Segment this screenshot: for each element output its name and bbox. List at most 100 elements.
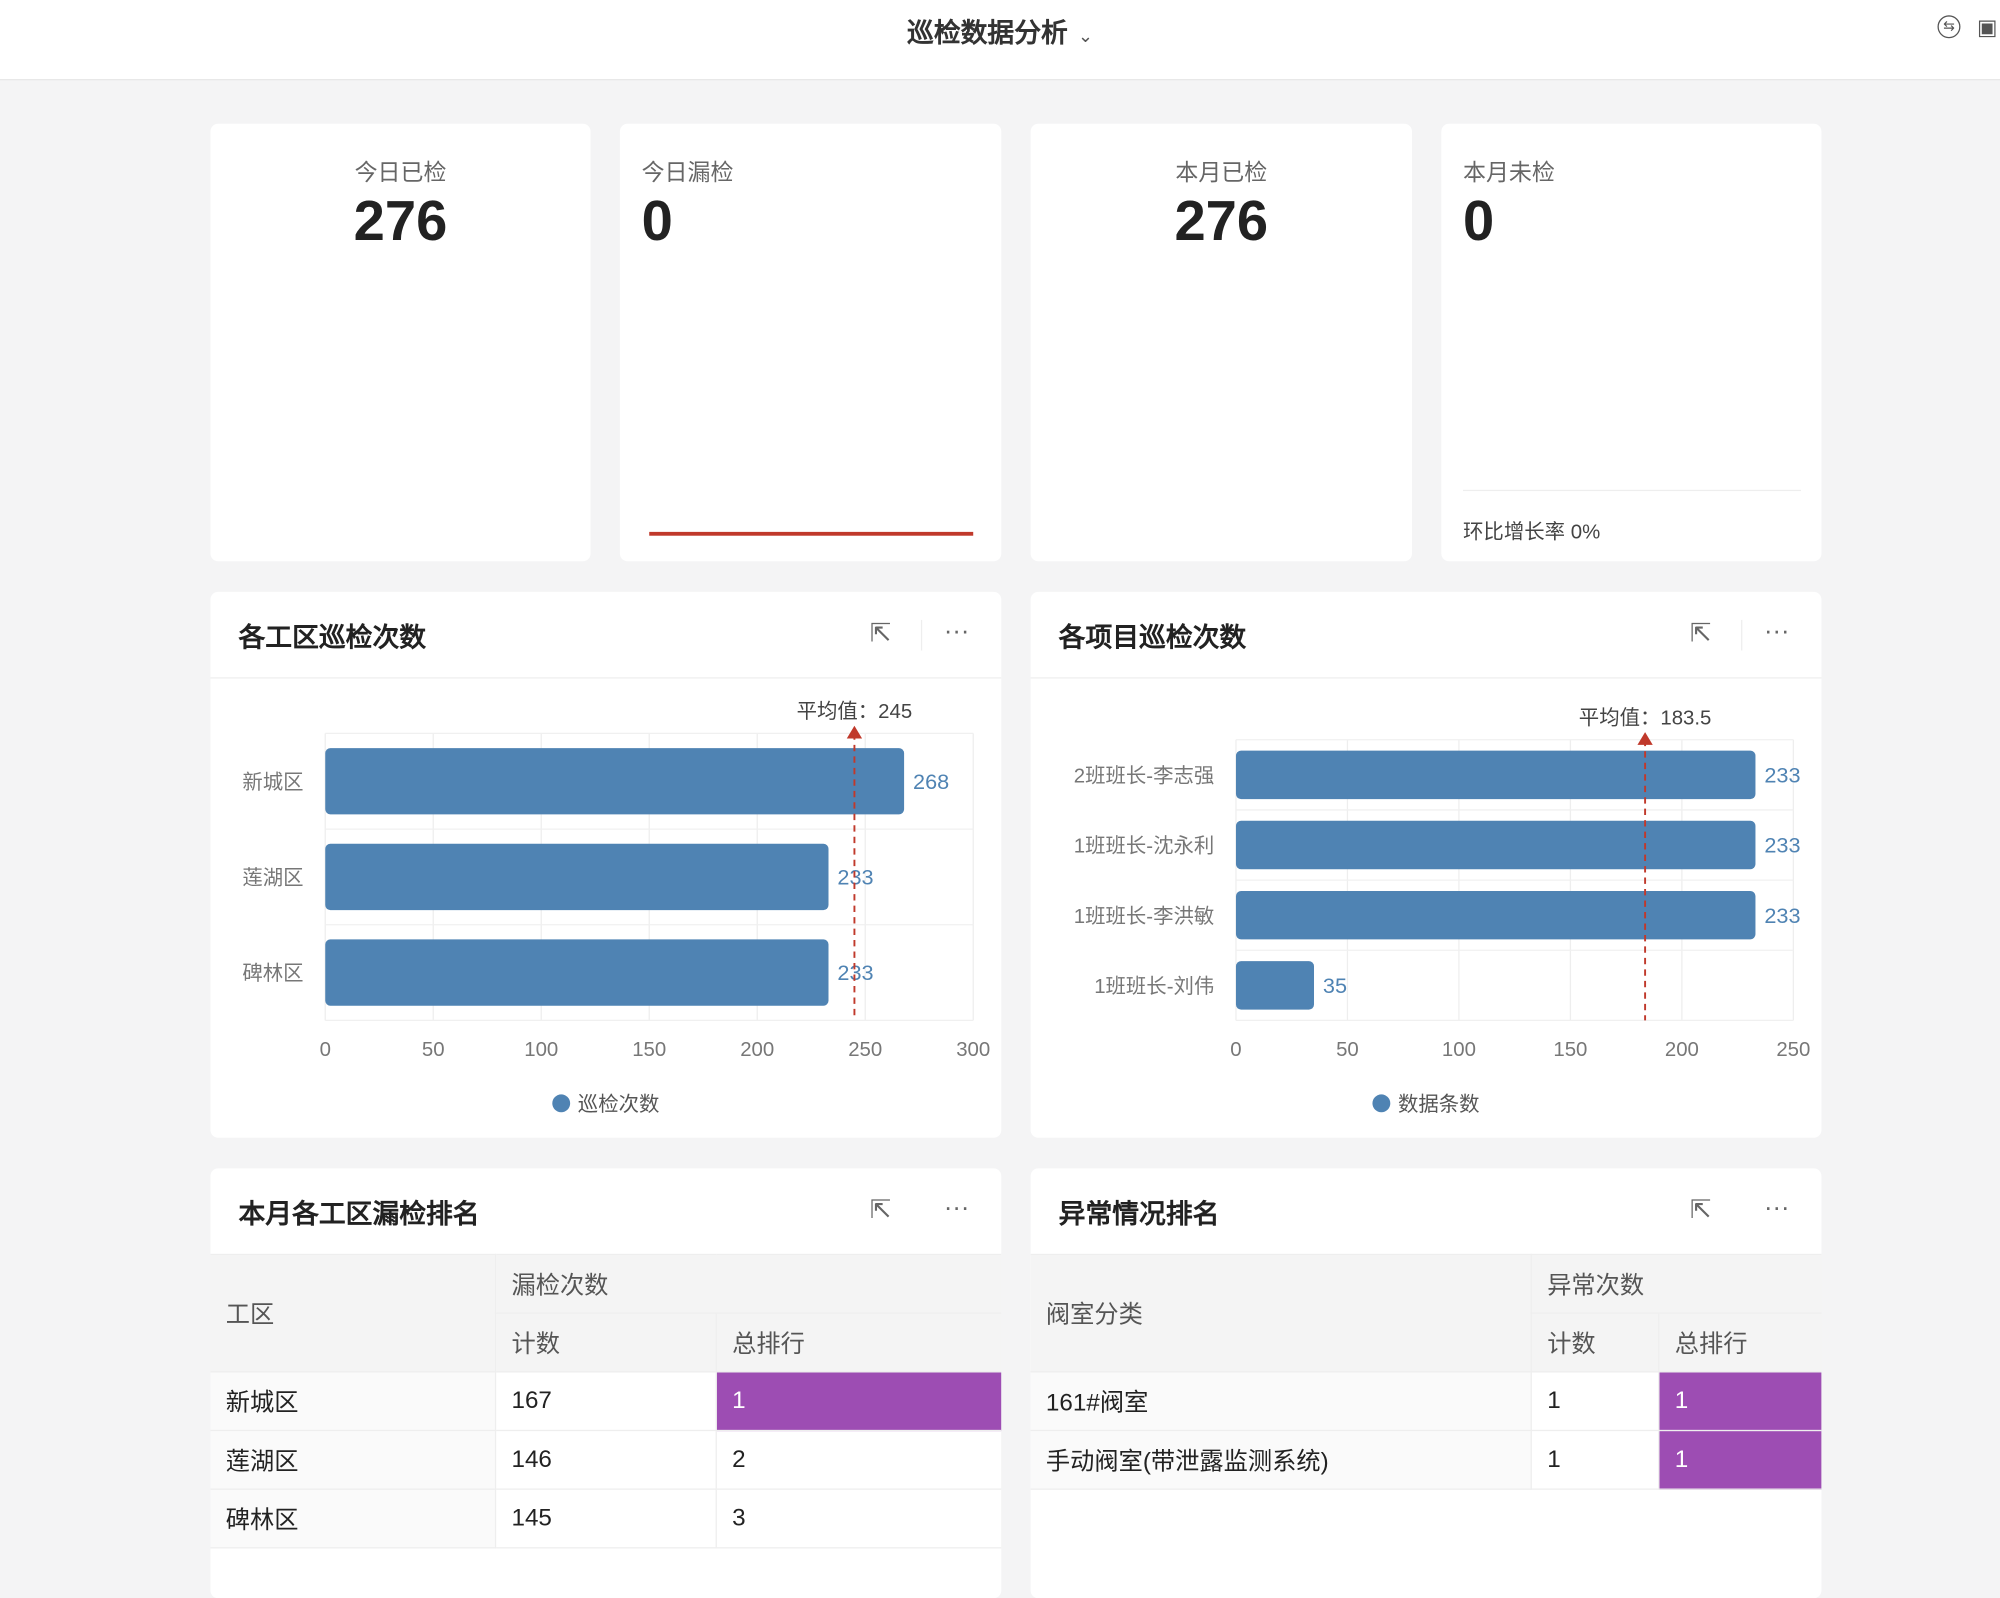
cell: 新城区 <box>210 1371 497 1432</box>
y-tick-label: 莲湖区 <box>242 867 303 890</box>
missed-ranking-table: 工区 漏检次数 计数 总排行 新城区 167 1 莲湖区 146 2 碑林区 145 3 <box>210 1253 1002 1549</box>
data-label: 233 <box>1764 903 1800 928</box>
bar-chart-district: 0 50 100 150 200 250 300 新城区 268 莲湖区 233 碑林区 233 平均值：… <box>242 700 990 1116</box>
divider <box>1030 677 1822 679</box>
header-cell: 异常次数 <box>1530 1253 1822 1314</box>
x-tick-label: 50 <box>422 1039 445 1061</box>
x-tick-label: 300 <box>956 1039 990 1061</box>
kpi-card-today-checked: 今日已检 276 <box>210 123 591 562</box>
bar <box>1235 750 1756 800</box>
kpi-value: 276 <box>353 190 448 253</box>
data-label: 233 <box>1764 763 1800 788</box>
x-tick-label: 250 <box>1776 1039 1810 1061</box>
chart-card-district: 各工区巡检次数 ⇱ ··· 0 50 100 150 200 250 300 新城区 268 莲湖… <box>210 591 1002 1138</box>
bar <box>325 939 829 1006</box>
bar <box>325 843 829 911</box>
chart-card-project: 各项目巡检次数 ⇱ ··· 0 50 100 150 200 250 2班班长-李志强 233… <box>1030 591 1822 1138</box>
table-title: 本月各工区漏检排名 <box>238 1200 480 1230</box>
x-tick-label: 100 <box>1442 1039 1476 1061</box>
icon-divider <box>920 619 923 651</box>
header-cell[interactable]: 工区 <box>210 1253 497 1373</box>
switch-icon[interactable]: ⇆ <box>1937 15 1961 39</box>
cell: 1 <box>715 1371 1002 1432</box>
y-tick-label: 1班班长-李洪敏 <box>1074 905 1214 928</box>
kpi-label: 本月已检 <box>1175 159 1268 185</box>
average-arrow-icon <box>846 725 863 739</box>
table-card-missed: 本月各工区漏检排名 ⇱ ··· 工区 漏检次数 计数 总排行 新城区 167 1 莲湖区… <box>210 1168 1002 1598</box>
cell: 1 <box>1530 1371 1660 1432</box>
abnormal-ranking-table: 阀室分类 异常次数 计数 总排行 161#阀室 1 1 手动阀室(带泄露监测系统) 1 1 <box>1030 1253 1822 1490</box>
header-cell[interactable]: 总排行 <box>715 1312 1002 1373</box>
bar <box>1235 961 1315 1010</box>
legend-marker <box>552 1094 571 1113</box>
open-external-icon[interactable]: ⇱ <box>1690 1196 1712 1225</box>
table-row: 莲湖区 146 2 <box>210 1429 1002 1490</box>
x-tick-label: 0 <box>1230 1039 1241 1061</box>
kpi-value: 276 <box>1174 190 1269 253</box>
icon-divider <box>1741 619 1743 651</box>
legend-label: 数据条数 <box>1398 1093 1480 1116</box>
x-tick-label: 200 <box>740 1039 774 1061</box>
more-icon[interactable]: ··· <box>1764 617 1790 646</box>
kpi-label: 本月未检 <box>1463 159 1555 185</box>
cell: 1 <box>1658 1429 1822 1490</box>
open-external-icon[interactable]: ⇱ <box>869 619 892 648</box>
cell: 碑林区 <box>210 1488 497 1549</box>
divider <box>210 677 1002 679</box>
table-title: 异常情况排名 <box>1058 1200 1220 1230</box>
data-label: 233 <box>1764 833 1800 858</box>
cell: 146 <box>494 1429 717 1490</box>
cell: 161#阀室 <box>1030 1371 1532 1432</box>
kpi-label: 今日已检 <box>354 159 447 185</box>
dashboard-title-dropdown[interactable]: 巡检数据分析 ⌄ <box>0 13 2000 51</box>
header-cell[interactable]: 总排行 <box>1658 1312 1822 1373</box>
bar <box>1235 820 1756 870</box>
more-icon[interactable]: ··· <box>943 617 970 646</box>
more-icon[interactable]: ··· <box>943 1193 970 1222</box>
cell: 3 <box>715 1488 1002 1549</box>
table-row: 手动阀室(带泄露监测系统) 1 1 <box>1030 1429 1822 1490</box>
table-row: 161#阀室 1 1 <box>1030 1371 1822 1432</box>
average-label: 平均值：183.5 <box>1579 706 1712 729</box>
cell: 莲湖区 <box>210 1429 497 1490</box>
kpi-card-month-unchecked: 本月未检 0 环比增长率 0% <box>1441 123 1822 562</box>
y-tick-label: 新城区 <box>242 771 303 794</box>
x-tick-label: 50 <box>1336 1039 1359 1061</box>
header-cell[interactable]: 计数 <box>1530 1312 1660 1373</box>
divider <box>1463 489 1802 492</box>
table-row: 碑林区 145 3 <box>210 1488 1002 1549</box>
x-tick-label: 200 <box>1665 1039 1699 1061</box>
x-tick-label: 250 <box>848 1039 882 1061</box>
x-tick-label: 0 <box>320 1039 331 1061</box>
more-icon[interactable]: ··· <box>1764 1193 1790 1222</box>
bar <box>325 748 905 815</box>
cell: 2 <box>715 1429 1002 1490</box>
open-external-icon[interactable]: ⇱ <box>869 1196 892 1225</box>
cell: 1 <box>1530 1429 1660 1490</box>
table-row: 新城区 167 1 <box>210 1371 1002 1432</box>
kpi-value: 0 <box>1463 190 1495 253</box>
data-label: 233 <box>837 865 873 890</box>
data-label: 233 <box>837 960 873 985</box>
y-tick-label: 1班班长-刘伟 <box>1094 975 1214 998</box>
kpi-label: 今日漏检 <box>641 159 734 185</box>
cell: 167 <box>494 1371 717 1432</box>
fullscreen-icon[interactable]: ▣ <box>1977 15 1998 40</box>
growth-rate: 环比增长率 0% <box>1463 521 1601 544</box>
header-cell[interactable]: 计数 <box>494 1312 717 1373</box>
kpi-card-month-checked: 本月已检 276 <box>1030 123 1412 562</box>
y-tick-label: 1班班长-沈永利 <box>1074 835 1214 858</box>
cell: 手动阀室(带泄露监测系统) <box>1030 1429 1532 1490</box>
header-cell: 漏检次数 <box>494 1253 1002 1314</box>
open-external-icon[interactable]: ⇱ <box>1690 619 1712 648</box>
header-cell[interactable]: 阀室分类 <box>1030 1253 1532 1373</box>
cell: 145 <box>494 1488 717 1549</box>
kpi-card-today-missed: 今日漏检 0 <box>619 123 1002 562</box>
kpi-value: 0 <box>641 190 673 253</box>
x-tick-label: 150 <box>632 1039 666 1061</box>
top-header: 巡检数据分析 ⌄ ⇆ ▣ <box>0 0 2000 81</box>
chart-title: 各项目巡检次数 <box>1058 623 1247 654</box>
average-label: 平均值：245 <box>797 700 913 723</box>
trend-line <box>649 531 974 536</box>
bar <box>1235 890 1756 940</box>
